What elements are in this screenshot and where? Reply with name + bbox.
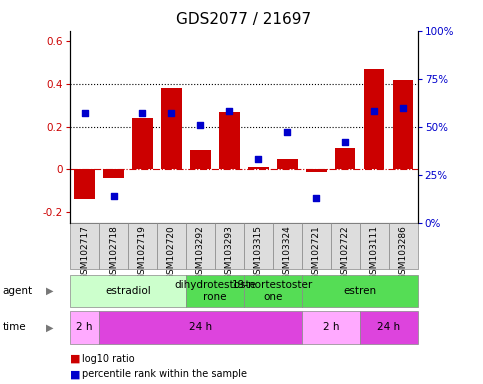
- Text: GSM102720: GSM102720: [167, 225, 176, 280]
- Text: ■: ■: [70, 369, 81, 379]
- Text: time: time: [2, 322, 26, 333]
- Bar: [186, 223, 215, 269]
- Point: [341, 139, 349, 145]
- Text: 24 h: 24 h: [377, 322, 400, 333]
- Bar: [70, 275, 186, 307]
- Text: GSM103111: GSM103111: [370, 225, 379, 280]
- Bar: [248, 167, 269, 169]
- Bar: [360, 223, 389, 269]
- Text: agent: agent: [2, 286, 32, 296]
- Bar: [302, 223, 331, 269]
- Text: GSM102718: GSM102718: [109, 225, 118, 280]
- Text: GSM103293: GSM103293: [225, 225, 234, 280]
- Bar: [244, 223, 273, 269]
- Bar: [128, 223, 157, 269]
- Bar: [335, 148, 355, 169]
- Text: percentile rank within the sample: percentile rank within the sample: [82, 369, 247, 379]
- Text: GSM102719: GSM102719: [138, 225, 147, 280]
- Bar: [215, 223, 244, 269]
- Text: 19-nortestoster
one: 19-nortestoster one: [232, 280, 313, 302]
- Bar: [157, 223, 186, 269]
- Text: GSM103286: GSM103286: [399, 225, 408, 280]
- Point: [226, 108, 233, 114]
- Text: ▶: ▶: [46, 286, 54, 296]
- Bar: [244, 275, 302, 307]
- Text: 2 h: 2 h: [76, 322, 93, 333]
- Point: [81, 110, 88, 116]
- Text: GSM103292: GSM103292: [196, 225, 205, 280]
- Bar: [331, 223, 360, 269]
- Bar: [74, 169, 95, 199]
- Bar: [389, 223, 418, 269]
- Bar: [99, 311, 302, 344]
- Text: GSM102722: GSM102722: [341, 225, 350, 280]
- Bar: [161, 88, 182, 169]
- Point: [370, 108, 378, 114]
- Text: GSM103315: GSM103315: [254, 225, 263, 280]
- Text: GSM102717: GSM102717: [80, 225, 89, 280]
- Bar: [364, 69, 384, 169]
- Bar: [103, 169, 124, 178]
- Point: [139, 110, 146, 116]
- Bar: [99, 223, 128, 269]
- Bar: [393, 80, 413, 169]
- Text: GSM102721: GSM102721: [312, 225, 321, 280]
- Bar: [190, 150, 211, 169]
- Text: 2 h: 2 h: [323, 322, 339, 333]
- Point: [284, 129, 291, 136]
- Bar: [186, 275, 244, 307]
- Point: [313, 195, 320, 201]
- Bar: [302, 311, 360, 344]
- Bar: [306, 169, 327, 172]
- Point: [197, 122, 204, 128]
- Bar: [360, 311, 418, 344]
- Text: ▶: ▶: [46, 322, 54, 333]
- Text: 24 h: 24 h: [189, 322, 212, 333]
- Title: GDS2077 / 21697: GDS2077 / 21697: [176, 12, 312, 27]
- Text: estradiol: estradiol: [105, 286, 151, 296]
- Bar: [219, 112, 240, 169]
- Bar: [132, 118, 153, 169]
- Text: ■: ■: [70, 354, 81, 364]
- Text: GSM103324: GSM103324: [283, 225, 292, 280]
- Bar: [70, 311, 99, 344]
- Point: [168, 110, 175, 116]
- Text: dihydrotestoste
rone: dihydrotestoste rone: [174, 280, 256, 302]
- Bar: [70, 223, 99, 269]
- Point: [110, 193, 117, 199]
- Text: estren: estren: [343, 286, 376, 296]
- Text: log10 ratio: log10 ratio: [82, 354, 135, 364]
- Bar: [277, 159, 298, 169]
- Point: [399, 104, 407, 111]
- Bar: [273, 223, 302, 269]
- Point: [255, 156, 262, 162]
- Bar: [302, 275, 418, 307]
